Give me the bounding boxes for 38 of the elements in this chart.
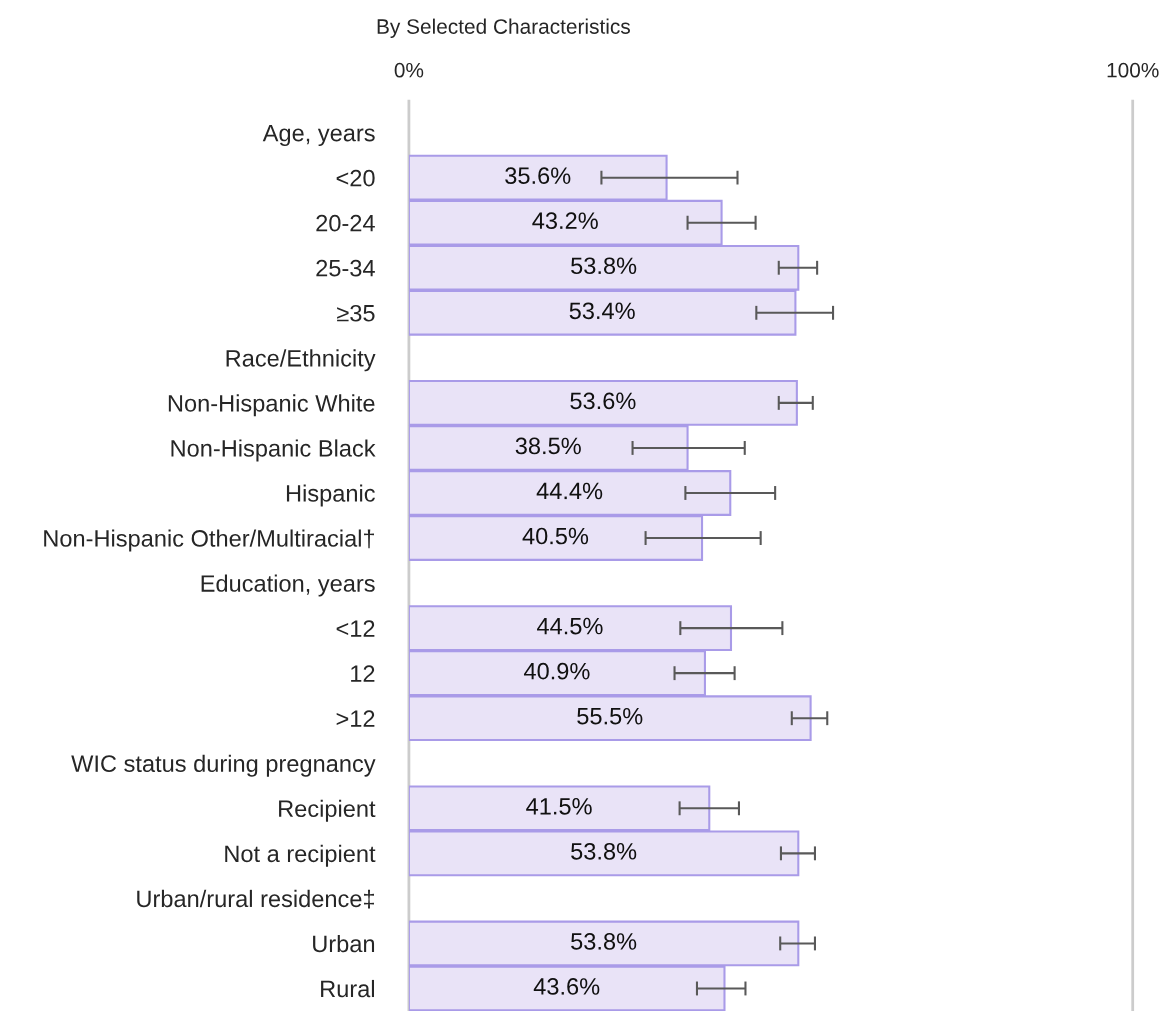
data-label: 35.6% (505, 167, 571, 185)
y-tick-label: 12 (351, 665, 375, 682)
data-label: 44.5% (537, 617, 603, 635)
y-tick-label: 20-24 (316, 214, 375, 232)
y-tick-label: Non-Hispanic Other/Multiracial† (44, 529, 374, 552)
y-tick-label: Non-Hispanic White (168, 394, 375, 417)
y-tick-label: Urban/rural residence‡ (137, 889, 374, 909)
data-label: 43.2% (532, 212, 598, 230)
data-label: 53.8% (571, 842, 637, 860)
data-label: 44.4% (536, 482, 603, 500)
y-tick-label: Race/Ethnicity (226, 349, 376, 372)
y-tick-label: Non-Hispanic Black (171, 439, 376, 462)
y-tick-label: >12 (336, 710, 375, 727)
data-label: 40.5% (522, 527, 589, 545)
data-label: 43.6% (533, 978, 600, 995)
y-tick-label: ≥35 (337, 304, 375, 322)
data-label: 53.8% (571, 257, 637, 275)
data-label: 41.5% (526, 798, 592, 815)
data-label: 53.6% (570, 392, 636, 410)
y-tick-label: Age, years (262, 124, 375, 147)
y-tick-label: Urban (313, 934, 375, 953)
y-tick-label: WIC status during pregnancy (71, 754, 376, 777)
y-tick-label: 25-34 (316, 259, 375, 277)
data-label: 55.5% (577, 707, 643, 725)
y-tick-label: Not a recipient (225, 844, 376, 867)
data-label: 53.4% (569, 302, 635, 320)
x-tick-label: 100% (1107, 62, 1159, 78)
x-tick-label: 0% (394, 62, 424, 78)
data-label: 40.9% (523, 662, 590, 680)
y-tick-label: Hispanic (286, 484, 375, 507)
y-tick-label: Recipient (279, 799, 376, 822)
y-tick-label: Education, years (201, 574, 375, 597)
chart-title: By Selected Characteristics (377, 18, 630, 39)
y-tick-label: <12 (336, 620, 375, 637)
data-label: 53.8% (571, 933, 637, 950)
data-label: 38.5% (515, 437, 581, 455)
y-tick-label: <20 (336, 169, 375, 187)
y-tick-label: Rural (321, 979, 374, 998)
